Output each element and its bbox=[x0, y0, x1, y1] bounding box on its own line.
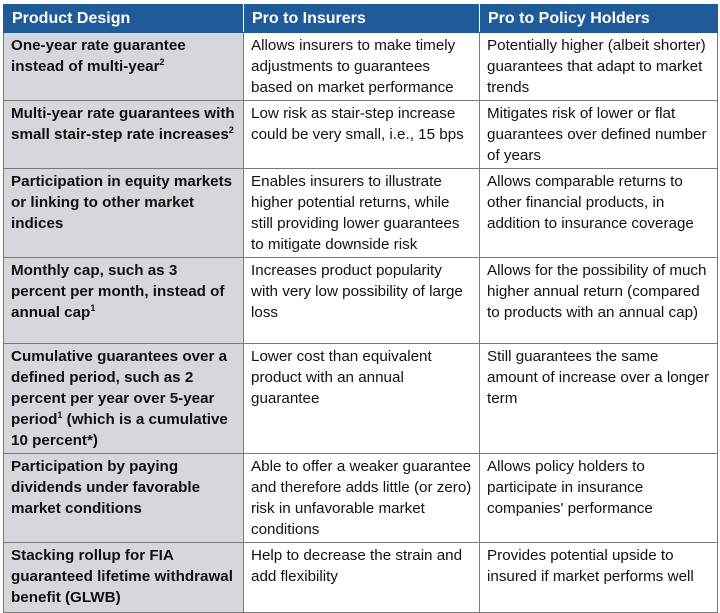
product-design-cell: Participation in equity markets or linki… bbox=[3, 168, 244, 258]
table-row: Cumulative guarantees over a defined per… bbox=[3, 343, 718, 454]
pro-to-policy-holders-cell: Allows comparable returns to other finan… bbox=[479, 168, 718, 258]
design-text: One-year rate guarantee instead of multi… bbox=[11, 37, 186, 75]
product-design-cell: Stacking rollup for FIA guaranteed lifet… bbox=[3, 542, 244, 613]
header-pro-to-insurers: Pro to Insurers bbox=[243, 4, 480, 33]
table-row: One-year rate guarantee instead of multi… bbox=[3, 32, 718, 101]
header-product-design: Product Design bbox=[3, 4, 244, 33]
pro-to-policy-holders-cell: Still guarantees the same amount of incr… bbox=[479, 343, 718, 454]
header-pro-to-policy-holders: Pro to Policy Holders bbox=[479, 4, 718, 33]
pro-to-insurers-cell: Allows insurers to make timely adjustmen… bbox=[243, 32, 480, 101]
footnote-marker: 1 bbox=[57, 410, 63, 420]
footnote-marker: 1 bbox=[90, 303, 96, 313]
pro-to-insurers-cell: Help to decrease the strain and add flex… bbox=[243, 542, 480, 613]
pro-to-insurers-cell: Lower cost than equivalent product with … bbox=[243, 343, 480, 454]
product-design-cell: One-year rate guarantee instead of multi… bbox=[3, 32, 244, 101]
product-design-cell: Multi-year rate guarantees with small st… bbox=[3, 100, 244, 169]
product-design-cell: Participation by paying dividends under … bbox=[3, 453, 244, 543]
pro-to-insurers-cell: Able to offer a weaker guarantee and the… bbox=[243, 453, 480, 543]
design-text-tail: (which is a cumulative 10 percent*) bbox=[11, 411, 228, 449]
design-text: Multi-year rate guarantees with small st… bbox=[11, 105, 235, 143]
pro-to-insurers-cell: Low risk as stair-step increase could be… bbox=[243, 100, 480, 169]
table-row: Participation by paying dividends under … bbox=[3, 453, 718, 543]
product-design-table: Product Design Pro to Insurers Pro to Po… bbox=[3, 4, 718, 613]
pro-to-insurers-cell: Enables insurers to illustrate higher po… bbox=[243, 168, 480, 258]
pro-to-policy-holders-cell: Potentially higher (albeit shorter) guar… bbox=[479, 32, 718, 101]
table-row: Monthly cap, such as 3 percent per month… bbox=[3, 257, 718, 344]
pro-to-policy-holders-cell: Allows policy holders to participate in … bbox=[479, 453, 718, 543]
table-row: Participation in equity markets or linki… bbox=[3, 168, 718, 258]
table-row: Multi-year rate guarantees with small st… bbox=[3, 100, 718, 169]
footnote-marker: 2 bbox=[228, 125, 234, 135]
design-text: Cumulative guarantees over a defined per… bbox=[11, 348, 228, 428]
pro-to-insurers-cell: Increases product popularity with very l… bbox=[243, 257, 480, 344]
table-header-row: Product Design Pro to Insurers Pro to Po… bbox=[3, 4, 718, 33]
pro-to-policy-holders-cell: Provides potential upside to insured if … bbox=[479, 542, 718, 613]
design-text: Monthly cap, such as 3 percent per month… bbox=[11, 262, 225, 321]
product-design-cell: Cumulative guarantees over a defined per… bbox=[3, 343, 244, 454]
table-row: Stacking rollup for FIA guaranteed lifet… bbox=[3, 542, 718, 613]
pro-to-policy-holders-cell: Allows for the possibility of much highe… bbox=[479, 257, 718, 344]
footnote-marker: 2 bbox=[159, 57, 165, 67]
product-design-cell: Monthly cap, such as 3 percent per month… bbox=[3, 257, 244, 344]
pro-to-policy-holders-cell: Mitigates risk of lower or flat guarante… bbox=[479, 100, 718, 169]
